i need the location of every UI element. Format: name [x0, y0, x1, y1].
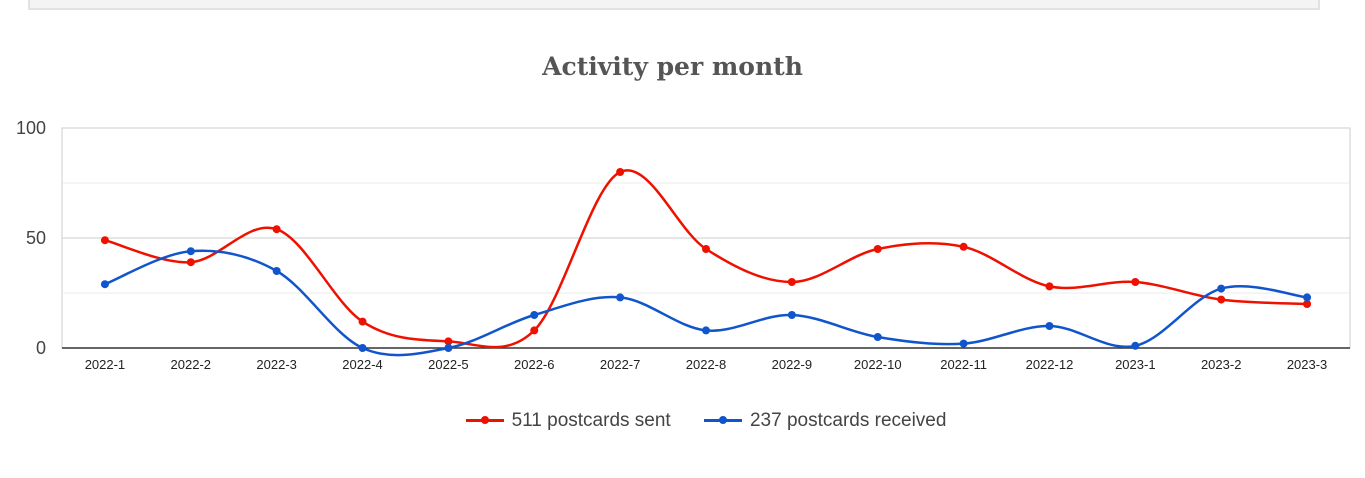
data-point-received: [1045, 322, 1054, 330]
legend: 511 postcards sent 237 postcards receive…: [0, 406, 1365, 432]
x-tick-label: 2022-6: [514, 357, 554, 372]
data-point-received: [100, 280, 109, 289]
data-point-received: [702, 326, 710, 335]
x-tick-label: 2022-12: [1026, 357, 1074, 372]
legend-swatch-received: [703, 416, 742, 424]
x-tick-label: 2022-1: [85, 357, 125, 372]
top-panel: [28, 0, 1320, 10]
data-point-received: [358, 344, 367, 352]
data-point-received: [272, 267, 281, 275]
data-point-sent: [1131, 278, 1140, 286]
data-point-received: [959, 339, 968, 348]
data-point-received: [1217, 284, 1226, 293]
data-point-sent: [444, 337, 453, 346]
data-point-sent: [272, 225, 281, 234]
legend-label-received: 237 postcards received: [749, 409, 947, 431]
data-point-sent: [1045, 282, 1054, 291]
data-point-sent: [873, 245, 882, 253]
x-tick-label: 2022-7: [600, 357, 640, 372]
x-tick-label: 2023-1: [1115, 357, 1155, 372]
data-point-sent: [616, 168, 625, 176]
chart-title: Activity per month: [542, 52, 803, 81]
data-point-received: [1303, 293, 1312, 302]
data-point-sent: [1217, 295, 1226, 304]
y-tick-label: 100: [16, 118, 46, 138]
legend-swatch-sent: [465, 416, 504, 424]
data-point-sent: [186, 258, 195, 267]
data-point-received: [873, 333, 882, 341]
data-point-sent: [1303, 300, 1312, 308]
x-tick-label: 2022-10: [854, 357, 902, 372]
data-point-sent: [787, 278, 796, 286]
data-point-sent: [100, 236, 109, 245]
data-point-received: [186, 247, 195, 256]
x-tick-label: 2022-5: [428, 357, 468, 372]
data-point-sent: [959, 242, 968, 251]
x-tick-label: 2022-2: [171, 357, 211, 372]
data-point-received: [444, 344, 453, 352]
data-point-sent: [530, 326, 539, 335]
legend-label-sent: 511 postcards sent: [511, 409, 671, 431]
x-tick-label: 2022-8: [686, 357, 726, 372]
y-tick-label: 0: [36, 338, 46, 358]
data-point-received: [787, 311, 796, 319]
data-point-sent: [358, 317, 367, 326]
data-point-sent: [702, 245, 710, 253]
x-tick-label: 2023-2: [1201, 357, 1241, 372]
data-point-received: [530, 311, 539, 319]
x-tick-label: 2022-3: [256, 357, 296, 372]
legend-item-sent[interactable]: 511 postcards sent: [465, 409, 671, 432]
x-tick-label: 2022-9: [772, 357, 812, 372]
x-tick-label: 2022-4: [342, 357, 382, 372]
x-tick-label: 2022-11: [940, 357, 987, 372]
x-tick-label: 2023-3: [1287, 357, 1327, 372]
y-tick-label: 50: [26, 228, 46, 248]
series-line-sent: [104, 169, 1308, 349]
data-point-received: [1131, 341, 1140, 350]
legend-item-received[interactable]: 237 postcards received: [703, 409, 947, 432]
data-point-received: [616, 293, 625, 302]
